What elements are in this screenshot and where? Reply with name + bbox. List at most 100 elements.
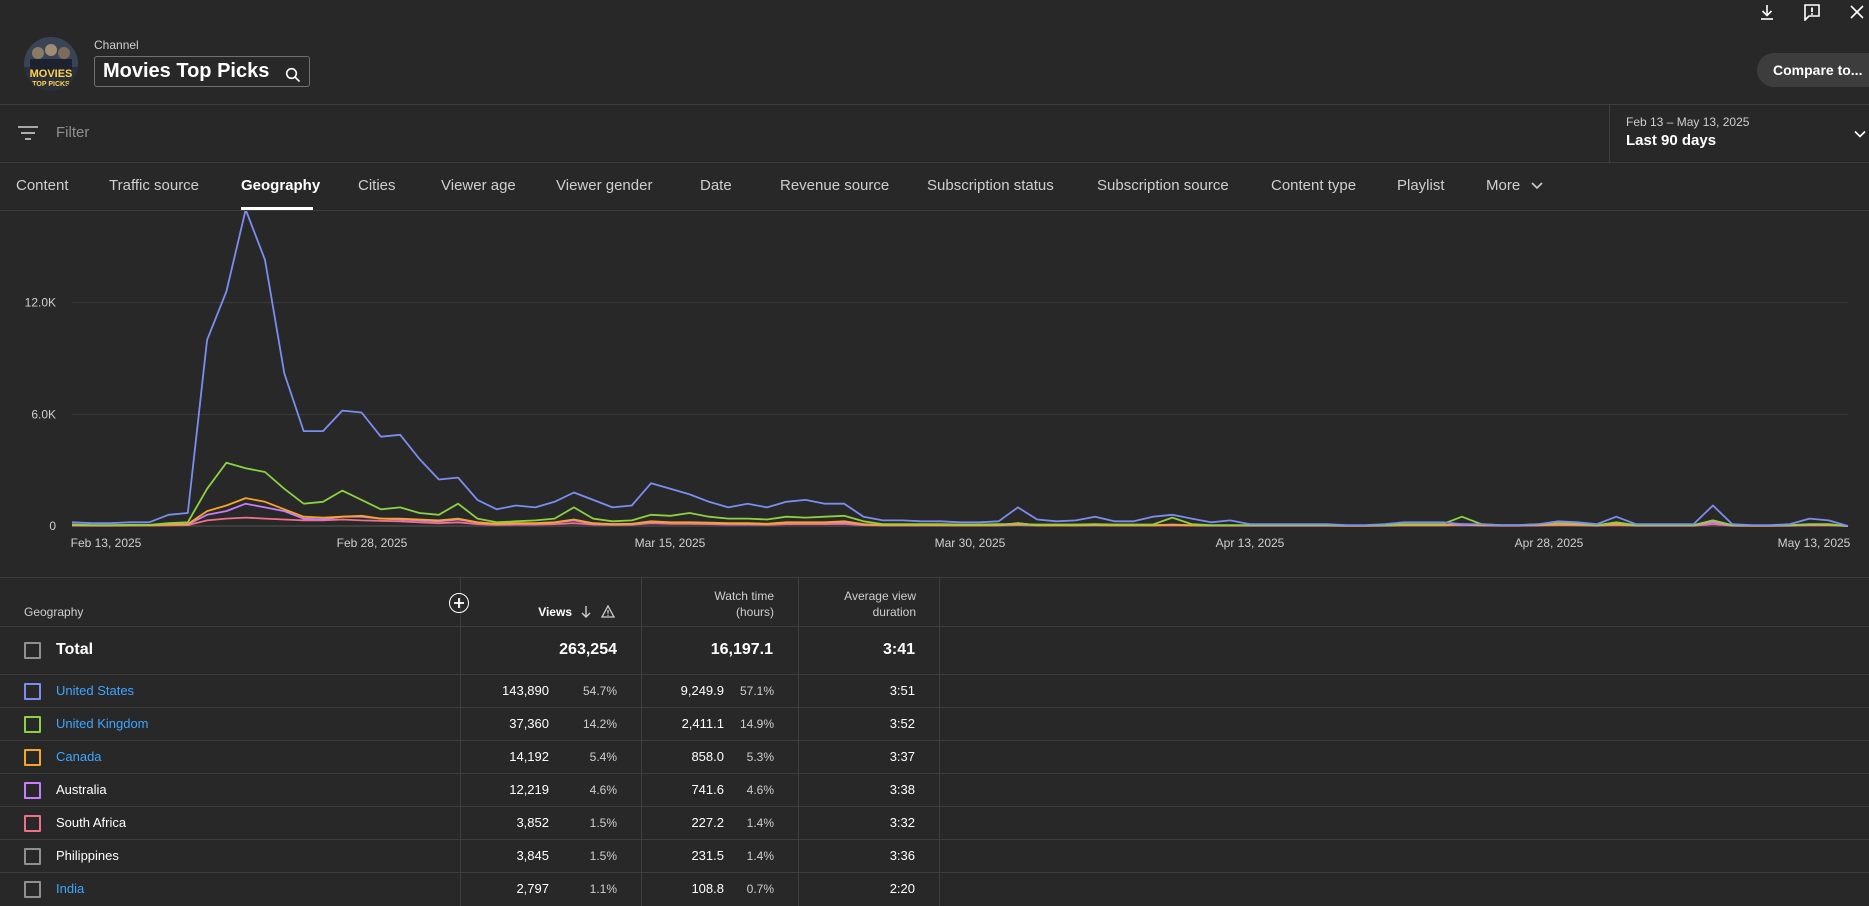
table-row: South Africa 3,852 1.5% 227.2 1.4% 3:32 [0, 807, 1869, 839]
channel-selector[interactable]: Movies Top Picks [94, 56, 311, 87]
tab-content-type[interactable]: Content type [1271, 177, 1357, 194]
header-watch-time-line2: (hours) [735, 605, 774, 619]
views-percent: 54.7% [582, 684, 617, 698]
watch-time-value: 858.0 [691, 749, 724, 764]
geography-name: South Africa [56, 815, 127, 830]
watch-time-percent: 0.7% [746, 882, 774, 896]
tab-subscription-status[interactable]: Subscription status [927, 177, 1054, 194]
channel-name: Movies Top Picks [103, 60, 270, 82]
chevron-down-icon [1853, 127, 1867, 146]
header-avg-duration-line2: duration [872, 605, 916, 619]
sort-arrow-down-icon[interactable] [580, 605, 592, 624]
tab-viewer-age[interactable]: Viewer age [441, 177, 516, 194]
tab-playlist[interactable]: Playlist [1397, 177, 1445, 194]
tab-subscription-source[interactable]: Subscription source [1097, 177, 1229, 194]
tab-more[interactable]: More [1486, 177, 1544, 195]
download-icon[interactable] [1755, 0, 1779, 24]
filter-icon[interactable] [18, 125, 38, 146]
column-divider [641, 578, 642, 906]
x-tick-label: Feb 13, 2025 [71, 536, 142, 550]
views-value: 3,852 [516, 815, 549, 830]
channel-label: Channel [94, 38, 139, 52]
date-range-picker[interactable]: Feb 13 – May 13, 2025 Last 90 days [1609, 105, 1869, 163]
close-icon[interactable] [1845, 0, 1869, 24]
row-checkbox[interactable] [24, 815, 41, 832]
watch-time-value: 108.8 [691, 881, 724, 896]
table-row: Philippines 3,845 1.5% 231.5 1.4% 3:36 [0, 840, 1869, 872]
geography-name[interactable]: United States [56, 683, 135, 698]
row-checkbox[interactable] [24, 749, 41, 766]
row-divider [0, 740, 1869, 741]
header-watch-time-line1: Watch time [714, 589, 774, 603]
row-checkbox[interactable] [24, 881, 41, 898]
filter-input[interactable] [56, 124, 456, 141]
geography-name[interactable]: India [56, 881, 85, 896]
series-line-united-states[interactable] [71, 211, 1849, 527]
x-tick-label: Mar 15, 2025 [635, 536, 706, 550]
channel-avatar[interactable]: MOVIES TOP PICKS [24, 37, 78, 91]
views-percent: 1.1% [589, 882, 617, 896]
views-value: 2,797 [516, 881, 549, 896]
header-avg-view-duration[interactable]: Average view duration [806, 588, 916, 620]
search-icon[interactable] [285, 63, 301, 92]
watch-time-percent: 4.6% [746, 783, 774, 797]
tab-revenue-source[interactable]: Revenue source [780, 177, 890, 194]
watch-time-value: 231.5 [691, 848, 724, 863]
tab-cities[interactable]: Cities [358, 177, 396, 194]
table-row: Canada 14,192 5.4% 858.0 5.3% 3:37 [0, 741, 1869, 773]
geography-name[interactable]: United Kingdom [56, 716, 149, 731]
tab-traffic-source[interactable]: Traffic source [109, 177, 200, 194]
row-checkbox[interactable] [24, 683, 41, 700]
header-geography: Geography [24, 605, 84, 619]
views-value: 143,890 [502, 683, 549, 698]
views-percent: 1.5% [589, 849, 617, 863]
tab-viewer-gender[interactable]: Viewer gender [556, 177, 653, 194]
watch-time-percent: 5.3% [746, 750, 774, 764]
row-checkbox[interactable] [24, 716, 41, 733]
total-avg-duration: 3:41 [882, 641, 915, 658]
header-views[interactable]: Views [538, 605, 572, 619]
row-checkbox[interactable] [24, 782, 41, 799]
header-watch-time[interactable]: Watch time (hours) [650, 588, 774, 620]
header: MOVIES TOP PICKS Channel Movies Top Pick… [0, 0, 1869, 105]
x-tick-label: Apr 28, 2025 [1515, 536, 1584, 550]
avg-duration-value: 3:52 [889, 716, 915, 731]
header-avg-duration-line1: Average view [844, 589, 916, 603]
views-percent: 5.4% [589, 750, 617, 764]
total-watch-time: 16,197.1 [710, 641, 773, 658]
views-value: 37,360 [509, 716, 549, 731]
feedback-icon[interactable] [1800, 0, 1824, 24]
y-tick-label: 6.0K [31, 407, 56, 421]
views-value: 3,845 [516, 848, 549, 863]
table-row: United Kingdom 37,360 14.2% 2,411.1 14.9% 3:5… [0, 708, 1869, 740]
row-divider [0, 806, 1869, 807]
views-percent: 4.6% [589, 783, 617, 797]
watch-time-percent: 1.4% [746, 849, 774, 863]
views-percent: 1.5% [589, 816, 617, 830]
views-value: 12,219 [509, 782, 549, 797]
x-tick-label: Apr 13, 2025 [1216, 536, 1285, 550]
avg-duration-value: 3:36 [889, 848, 915, 863]
table-row: India 2,797 1.1% 108.8 0.7% 2:20 [0, 873, 1869, 905]
compare-button[interactable]: Compare to... [1757, 53, 1869, 87]
tab-content[interactable]: Content [16, 177, 69, 194]
row-checkbox[interactable] [24, 848, 41, 865]
add-column-icon[interactable] [449, 593, 469, 613]
total-views: 263,254 [559, 641, 617, 658]
avg-duration-value: 2:20 [889, 881, 915, 896]
tab-more-label: More [1486, 177, 1521, 194]
total-checkbox[interactable] [24, 642, 41, 659]
row-divider [0, 839, 1869, 840]
geography-name[interactable]: Canada [56, 749, 102, 764]
y-tick-label: 0 [49, 519, 56, 533]
x-tick-label: Mar 30, 2025 [935, 536, 1006, 550]
x-tick-label: Feb 28, 2025 [337, 536, 408, 550]
geography-name: Philippines [56, 848, 119, 863]
avatar-logo-text-2: TOP PICKS [32, 81, 70, 88]
warning-icon[interactable] [600, 604, 616, 623]
tab-geography[interactable]: Geography [241, 177, 321, 194]
tab-date[interactable]: Date [700, 177, 732, 194]
